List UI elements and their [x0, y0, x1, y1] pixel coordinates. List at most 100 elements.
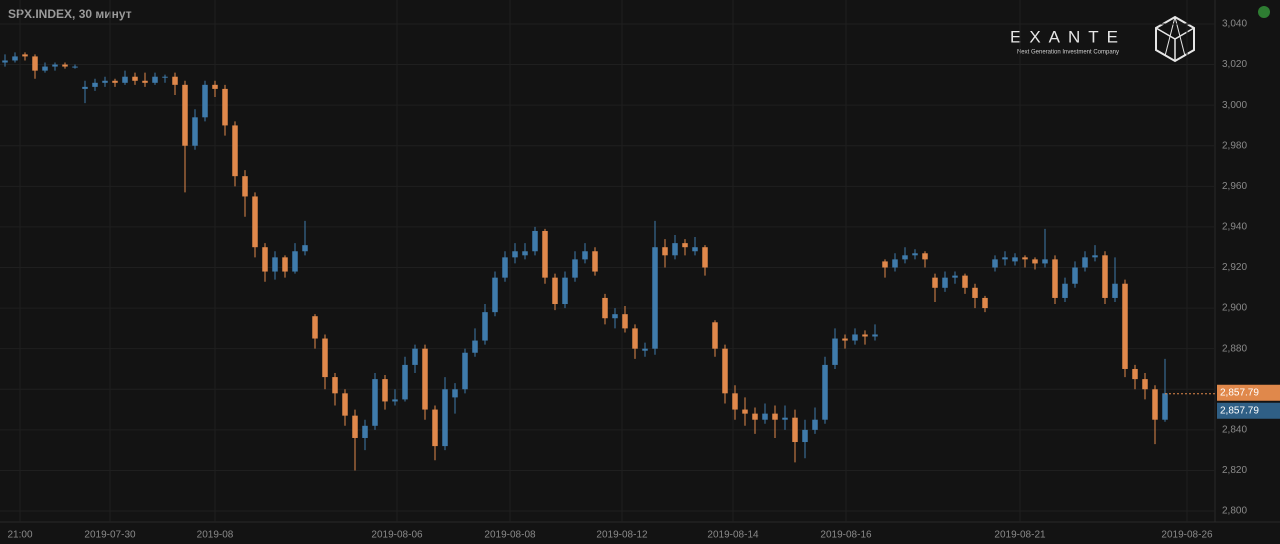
- candle-body: [942, 277, 948, 288]
- candle-body: [512, 251, 518, 258]
- y-tick-label: 2,820: [1222, 465, 1247, 476]
- candle-body: [882, 261, 888, 268]
- candle-body: [312, 316, 318, 339]
- candle-body: [302, 245, 308, 252]
- y-tick-label: 2,840: [1222, 424, 1247, 435]
- candle-body: [492, 277, 498, 313]
- candle-body: [972, 287, 978, 298]
- candle-body: [182, 84, 188, 146]
- candle-body: [872, 334, 878, 337]
- candle-body: [392, 399, 398, 402]
- candle-body: [732, 393, 738, 410]
- candle-body: [1022, 257, 1028, 260]
- y-tick-label: 2,900: [1222, 303, 1247, 314]
- candle-body: [822, 364, 828, 420]
- candle-body: [152, 76, 158, 83]
- candle-body: [792, 417, 798, 443]
- candle-body: [102, 80, 108, 83]
- candle-body: [252, 196, 258, 248]
- candle-body: [1112, 283, 1118, 298]
- candle-body: [702, 247, 708, 268]
- x-tick-label: 2019-07-30: [84, 530, 136, 541]
- candle-body: [552, 277, 558, 305]
- candle-body: [642, 348, 648, 351]
- candle-body: [172, 76, 178, 85]
- x-tick-label: 2019-08-16: [820, 530, 872, 541]
- x-tick-label: 2019-08-21: [994, 530, 1046, 541]
- candle-body: [52, 64, 58, 67]
- x-tick-label: 2019-08-12: [596, 530, 648, 541]
- candle-body: [322, 338, 328, 378]
- candle-body: [652, 247, 658, 349]
- candle-body: [1122, 283, 1128, 369]
- x-tick-label: 2019-08-06: [371, 530, 423, 541]
- candle-body: [922, 253, 928, 260]
- y-tick-label: 2,960: [1222, 181, 1247, 192]
- candle-body: [402, 364, 408, 400]
- candle-body: [362, 425, 368, 438]
- candle-body: [952, 275, 958, 278]
- candle-body: [1162, 393, 1168, 420]
- candle-body: [1012, 257, 1018, 262]
- candle-body: [212, 84, 218, 89]
- candle-body: [482, 312, 488, 341]
- candle-body: [22, 54, 28, 57]
- candle-body: [342, 393, 348, 416]
- candle-body: [962, 275, 968, 288]
- candle-body: [452, 389, 458, 398]
- y-tick-label: 3,040: [1222, 19, 1247, 30]
- candle-body: [722, 348, 728, 394]
- candle-body: [122, 76, 128, 83]
- candle-body: [1072, 267, 1078, 284]
- candle-body: [782, 417, 788, 420]
- candle-body: [902, 255, 908, 260]
- candle-body: [632, 328, 638, 349]
- candle-body: [1002, 257, 1008, 260]
- candle-body: [812, 419, 818, 430]
- candle-body: [162, 76, 168, 78]
- x-tick-label: 2019-08: [197, 530, 234, 541]
- candle-body: [72, 66, 78, 68]
- candle-body: [752, 413, 758, 420]
- candle-body: [582, 251, 588, 260]
- candle-body: [1142, 379, 1148, 390]
- candle-body: [112, 80, 118, 83]
- candle-body: [82, 86, 88, 89]
- candle-body: [332, 377, 338, 394]
- last-price-label: 2,857.79: [1220, 387, 1259, 398]
- candle-body: [672, 243, 678, 256]
- candle-body: [682, 243, 688, 248]
- candle-body: [242, 176, 248, 197]
- candle-body: [852, 334, 858, 341]
- candle-body: [1032, 259, 1038, 264]
- candle-body: [272, 257, 278, 272]
- candle-body: [222, 88, 228, 126]
- candle-body: [762, 413, 768, 420]
- candle-body: [372, 379, 378, 426]
- candle-body: [1152, 389, 1158, 420]
- candle-body: [912, 253, 918, 256]
- candle-body: [352, 415, 358, 438]
- candle-body: [232, 125, 238, 177]
- y-tick-label: 2,880: [1222, 343, 1247, 354]
- y-tick-label: 2,920: [1222, 262, 1247, 273]
- candle-body: [842, 338, 848, 341]
- candle-body: [1082, 257, 1088, 268]
- candle-body: [1052, 259, 1058, 298]
- y-tick-label: 3,000: [1222, 100, 1247, 111]
- candle-body: [62, 64, 68, 67]
- candle-body: [542, 230, 548, 278]
- brand-tagline: Next Generation Investment Company: [1017, 50, 1119, 56]
- candle-body: [472, 340, 478, 353]
- y-tick-label: 2,800: [1222, 506, 1247, 517]
- candle-body: [772, 413, 778, 420]
- candle-body: [862, 334, 868, 337]
- candle-body: [502, 257, 508, 278]
- candle-body: [592, 251, 598, 272]
- candle-body: [432, 409, 438, 447]
- candle-body: [572, 259, 578, 278]
- last-price-label: 2,857.79: [1220, 405, 1259, 416]
- candle-body: [932, 277, 938, 288]
